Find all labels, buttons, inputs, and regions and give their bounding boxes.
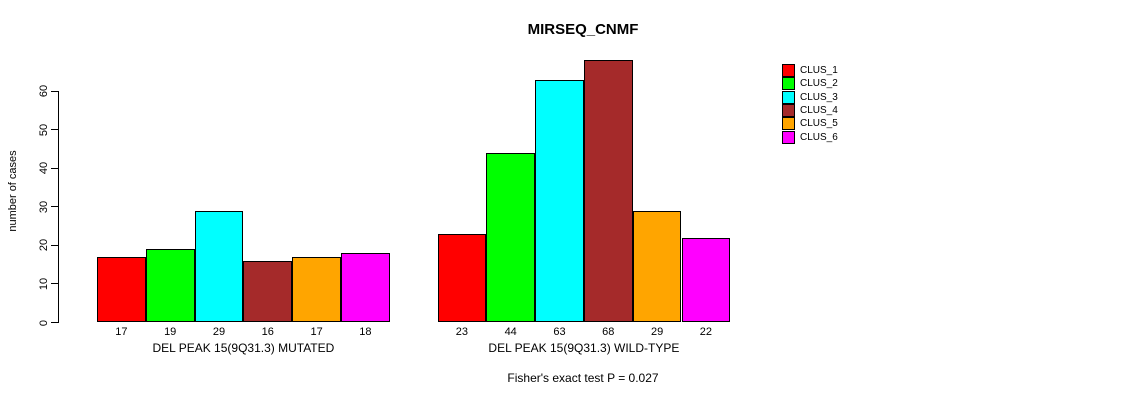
legend-swatch-clus_3 <box>782 90 795 104</box>
bar-value-label: 44 <box>504 326 517 338</box>
legend-swatch-clus_1 <box>782 64 795 77</box>
y-axis-label: number of cases <box>7 150 19 232</box>
legend-swatch-clus_4 <box>782 104 795 118</box>
bar-clus_4-group2 <box>583 60 633 323</box>
y-tick-label: 30 <box>38 200 50 213</box>
bar-value-label: 29 <box>650 326 664 338</box>
y-tick-label: 0 <box>38 319 50 326</box>
y-tick-mark <box>51 322 58 323</box>
legend-label-clus_4: CLUS_4 <box>800 105 838 117</box>
bar-value-label: 63 <box>553 326 566 338</box>
y-tick-mark <box>51 129 58 131</box>
y-tick-label: 20 <box>38 239 50 252</box>
bar-value-label: 68 <box>602 326 615 338</box>
y-tick-mark <box>51 206 58 208</box>
bar-clus_5-group2 <box>632 210 682 323</box>
bar-clus_4-group1 <box>243 260 293 323</box>
bar-clus_2-group1 <box>145 249 195 323</box>
legend-label-clus_6: CLUS_6 <box>800 131 838 143</box>
bar-clus_5-group1 <box>292 256 341 323</box>
y-tick-label: 60 <box>38 85 50 98</box>
y-tick-mark <box>51 167 58 169</box>
bar-clus_2-group2 <box>486 152 536 323</box>
legend-swatch-clus_2 <box>782 77 795 91</box>
bar-clus_1-group2 <box>437 233 487 323</box>
y-tick-label: 40 <box>38 162 50 175</box>
legend-label-clus_3: CLUS_3 <box>800 91 838 103</box>
bar-clus_3-group1 <box>194 210 244 323</box>
bar-clus_3-group2 <box>535 79 584 323</box>
bar-value-label: 23 <box>455 326 469 338</box>
bar-value-label: 22 <box>699 326 713 338</box>
chart-title: MIRSEQ_CNMF <box>527 21 639 38</box>
bar-value-label: 18 <box>359 326 372 338</box>
legend-label-clus_2: CLUS_2 <box>800 78 838 90</box>
y-tick-label: 10 <box>38 277 50 291</box>
legend-swatch-clus_6 <box>782 130 795 144</box>
y-tick-mark <box>51 244 58 246</box>
y-tick-mark <box>51 90 58 92</box>
bar-clus_1-group1 <box>97 256 146 323</box>
y-tick-label: 50 <box>38 123 50 136</box>
y-axis-line <box>58 91 59 323</box>
y-tick-mark <box>51 283 58 285</box>
bar-value-label: 16 <box>261 326 274 338</box>
category-label: DEL PEAK 15(9Q31.3) MUTATED <box>152 341 335 355</box>
bar-value-label: 17 <box>310 326 323 338</box>
legend-label-clus_5: CLUS_5 <box>800 118 838 130</box>
bar-value-label: 29 <box>212 326 226 338</box>
category-label: DEL PEAK 15(9Q31.3) WILD-TYPE <box>488 341 680 355</box>
bar-clus_6-group2 <box>681 237 731 323</box>
legend-swatch-clus_5 <box>782 117 795 131</box>
fisher-test-footnote: Fisher's exact test P = 0.027 <box>507 371 659 385</box>
legend-label-clus_1: CLUS_1 <box>800 65 838 76</box>
bar-clus_6-group1 <box>341 253 390 323</box>
bar-value-label: 17 <box>115 326 128 338</box>
bar-value-label: 19 <box>164 326 177 338</box>
